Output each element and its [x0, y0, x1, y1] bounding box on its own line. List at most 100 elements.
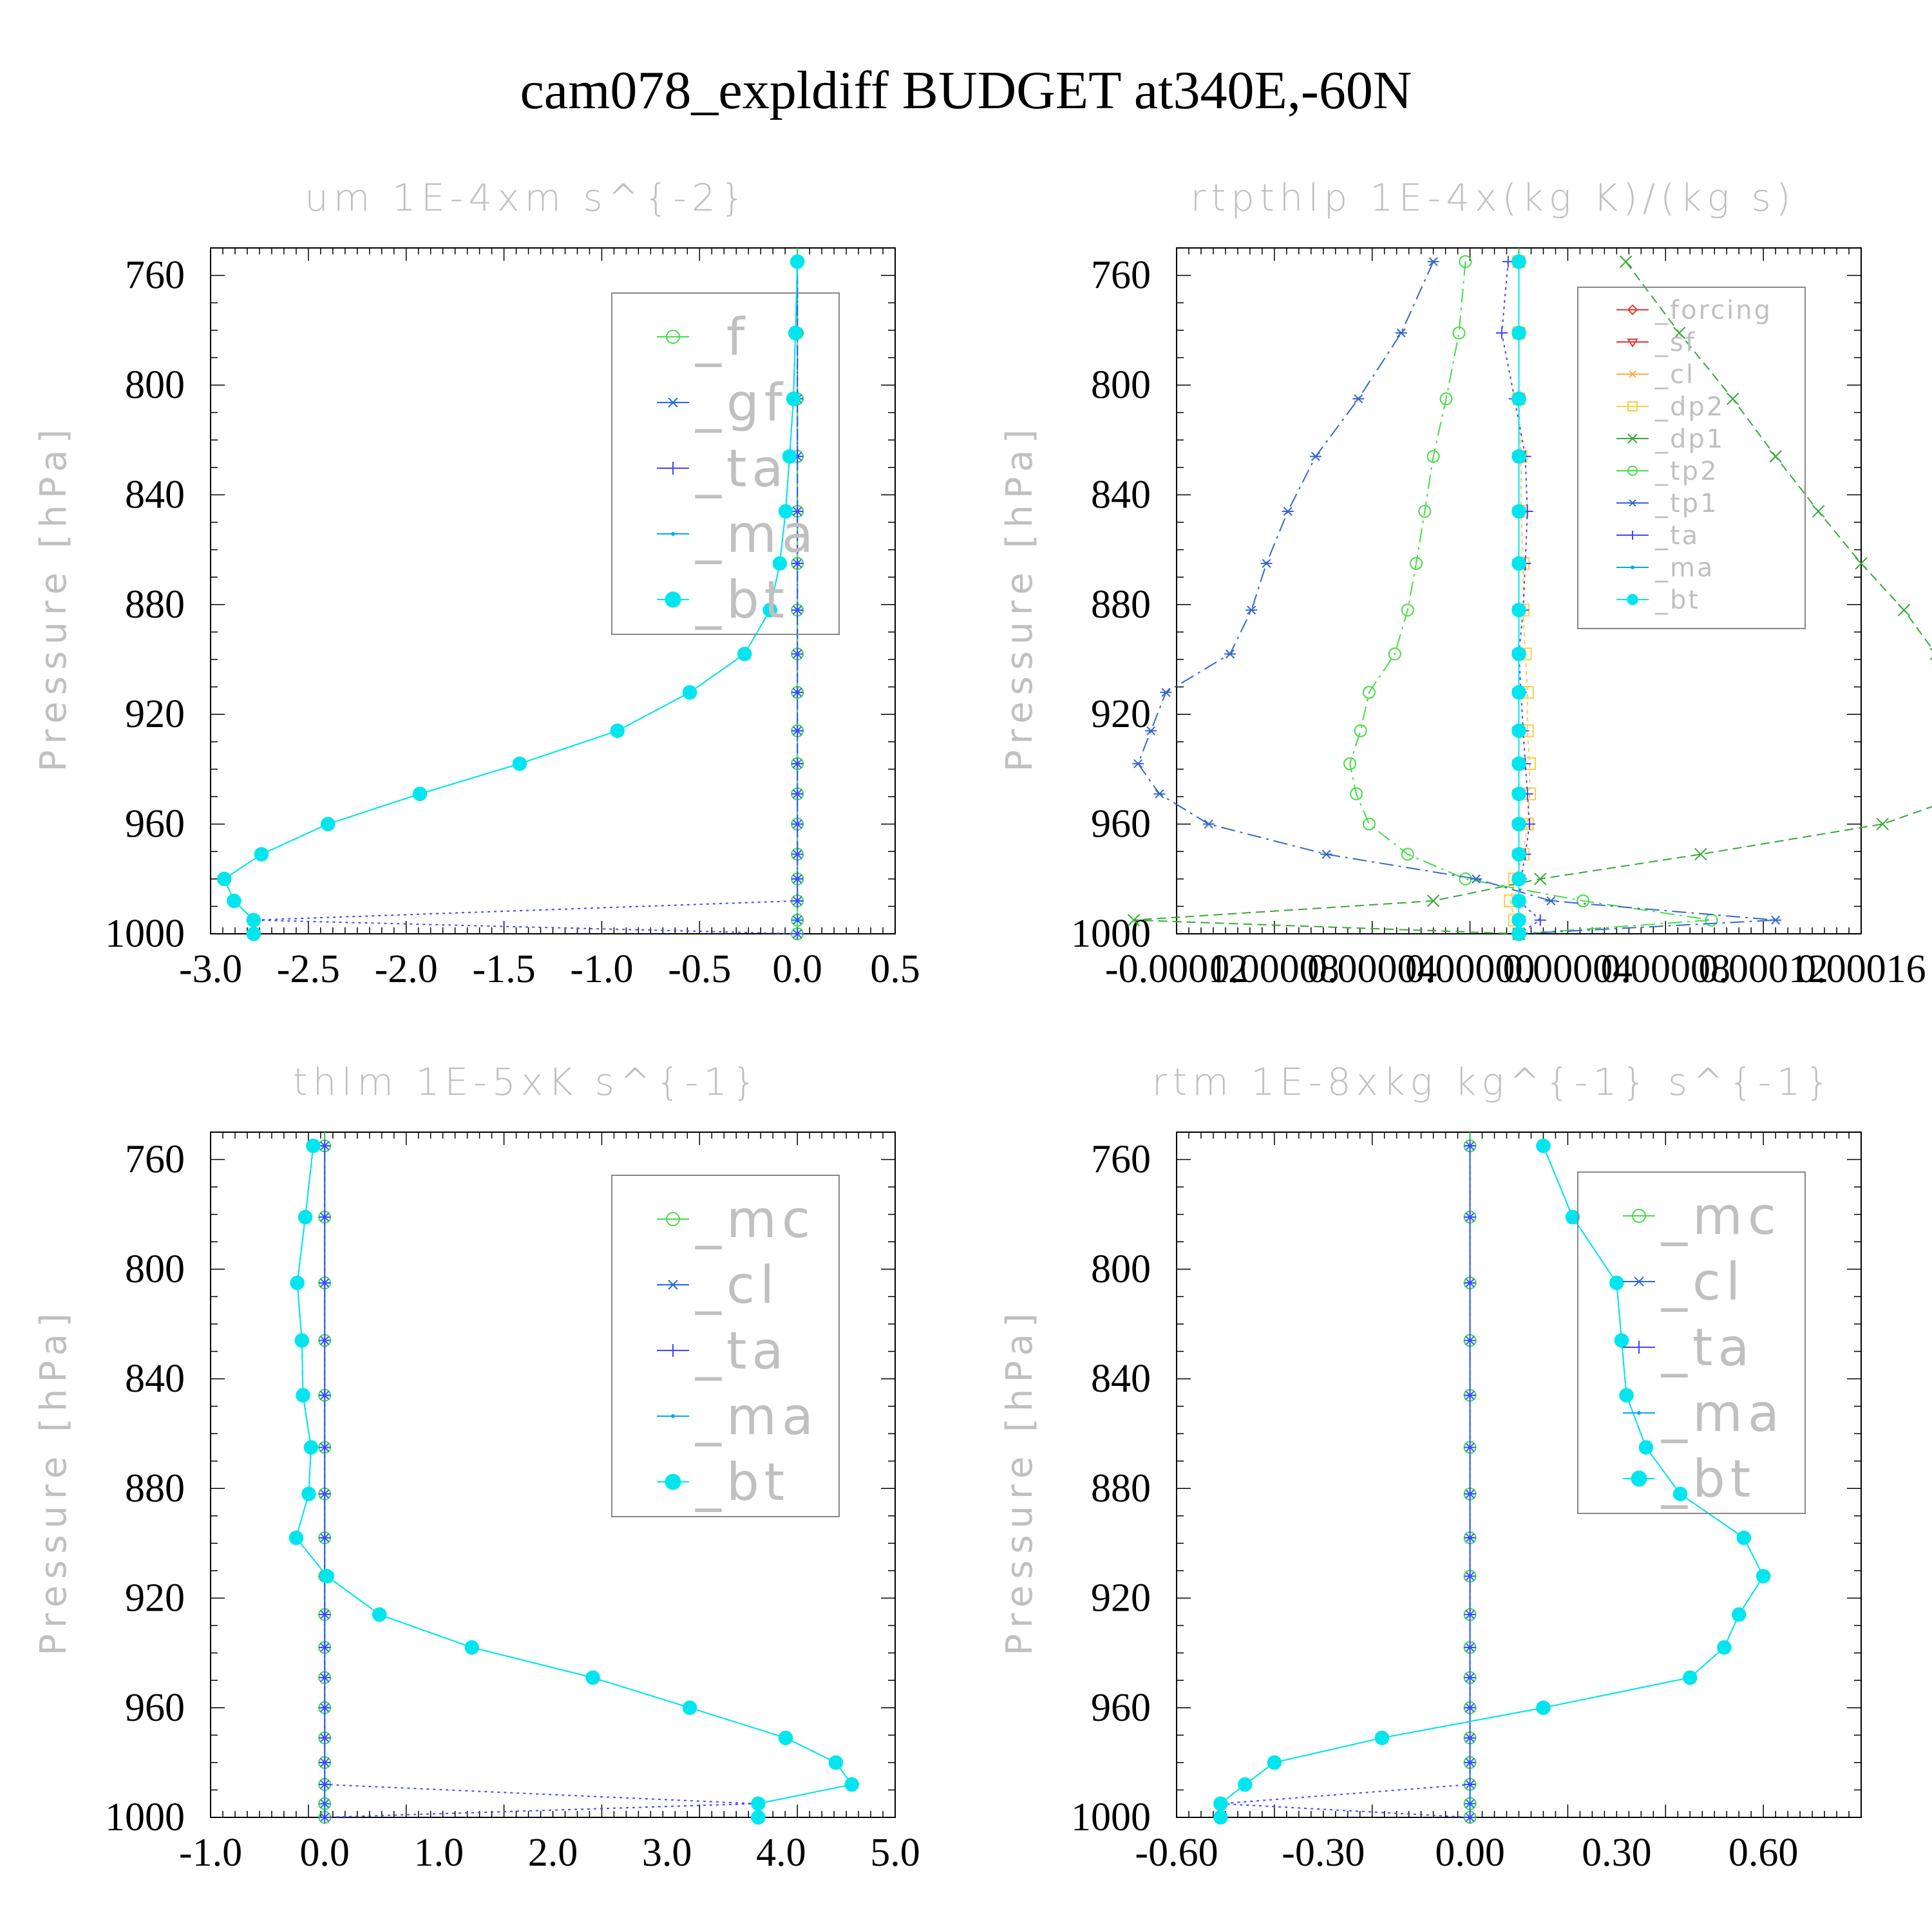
y-tick-label: 800 — [1091, 1247, 1151, 1291]
data-point — [844, 1777, 859, 1792]
series-bt — [1213, 1139, 1771, 1825]
legend-marker — [1631, 1470, 1647, 1487]
x-tick-label: 2.0 — [528, 1831, 578, 1875]
legend-label: _ta — [1661, 1318, 1754, 1378]
data-point — [1464, 1701, 1476, 1714]
x-tick-label: 0.00008 — [1209, 947, 1340, 991]
data-point — [1565, 1209, 1580, 1225]
y-tick-label: 840 — [125, 1357, 185, 1401]
data-point — [788, 325, 803, 341]
data-point — [1614, 1333, 1629, 1348]
data-point — [1511, 556, 1526, 571]
data-point — [778, 504, 793, 519]
y-tick-label: 960 — [1091, 802, 1151, 846]
data-point — [1464, 1140, 1476, 1152]
data-point — [1756, 1569, 1771, 1584]
x-tick-label: 1.0 — [414, 1831, 464, 1875]
data-point — [1145, 726, 1157, 735]
legend-label: _gf — [695, 373, 788, 433]
y-tick-label: 760 — [1091, 254, 1151, 298]
data-point — [296, 1388, 310, 1403]
data-point — [1511, 325, 1526, 341]
data-point — [1350, 787, 1363, 800]
data-point — [319, 1812, 331, 1823]
data-point — [585, 1670, 600, 1685]
panel-3: thlm 1E-5xK s^{-1} Pressure [hPa] 760 800 84… — [33, 1060, 920, 1875]
data-point — [319, 1642, 331, 1654]
y-tick-label: 920 — [125, 1577, 185, 1620]
data-point — [1464, 1531, 1476, 1544]
data-point — [791, 724, 804, 737]
y-tick-label: 800 — [125, 1247, 185, 1291]
data-point — [1410, 556, 1423, 570]
data-point — [1511, 871, 1526, 887]
series-ta — [1495, 256, 1546, 940]
data-point — [1511, 817, 1526, 831]
legend-marker — [1631, 565, 1634, 569]
data-point — [1464, 1334, 1476, 1347]
data-point — [319, 1140, 331, 1152]
legend-label: _ma — [695, 1387, 819, 1446]
x-tick-label: -1.0 — [570, 947, 633, 991]
data-point — [791, 873, 804, 885]
data-point — [1352, 394, 1365, 404]
legend-label: _bt — [695, 1452, 790, 1512]
data-point — [1464, 1389, 1476, 1401]
data-point — [1876, 817, 1889, 831]
legend-label: _mc — [1661, 1186, 1781, 1246]
data-point — [319, 1441, 331, 1454]
data-point — [1418, 504, 1432, 518]
series-bt — [217, 254, 805, 942]
y-axis-label: Pressure [hPa] — [33, 423, 75, 772]
data-point — [828, 1755, 844, 1770]
series-dp2 — [1504, 255, 1537, 940]
data-point — [319, 1701, 331, 1714]
data-point — [1534, 914, 1546, 926]
y-tick-label: 880 — [125, 1466, 185, 1510]
x-tick-label: -0.60 — [1135, 1831, 1218, 1875]
data-point — [1320, 849, 1332, 859]
series-tp1 — [1132, 257, 1782, 939]
data-point — [1511, 647, 1526, 661]
data-point — [1511, 254, 1526, 269]
data-point — [306, 1139, 321, 1153]
x-tick-label: 0.00016 — [1796, 947, 1926, 991]
legend-marker — [665, 1473, 681, 1490]
data-point — [1224, 649, 1236, 659]
legend-marker — [1627, 401, 1638, 412]
data-point — [1426, 895, 1440, 907]
data-point — [1439, 392, 1453, 406]
data-point — [1511, 504, 1526, 519]
data-point — [303, 1440, 319, 1455]
data-point — [1362, 686, 1376, 699]
panel-title: thlm 1E-5xK s^{-1} — [293, 1060, 761, 1104]
legend-label: _bt — [1661, 1449, 1756, 1509]
legend-label: _tp1 — [1654, 489, 1719, 518]
y-tick-label: 1000 — [105, 1795, 185, 1839]
data-point — [289, 1530, 304, 1546]
data-point — [782, 449, 797, 464]
y-tick-label: 800 — [1091, 363, 1151, 407]
data-point — [1736, 1530, 1752, 1546]
data-point — [1388, 647, 1401, 661]
data-point — [1511, 756, 1526, 772]
data-point — [610, 723, 625, 739]
data-point — [319, 1277, 331, 1289]
y-axis-label: Pressure [hPa] — [999, 423, 1041, 772]
data-point — [1638, 1440, 1654, 1455]
data-point — [1362, 817, 1376, 831]
data-point — [1770, 915, 1782, 925]
legend-label: _cl — [695, 1255, 779, 1315]
data-point — [791, 557, 804, 569]
x-tick-label: -3.0 — [179, 947, 242, 991]
data-point — [301, 1486, 316, 1502]
data-point — [1897, 603, 1911, 617]
series-line — [1220, 1146, 1471, 1818]
x-tick-label: -2.5 — [277, 947, 340, 991]
data-point — [1354, 724, 1367, 737]
y-axis-label: Pressure [hPa] — [999, 1307, 1041, 1656]
legend-marker — [1632, 1209, 1646, 1223]
data-point — [227, 893, 242, 909]
series-line — [324, 1146, 756, 1818]
data-point — [319, 1488, 331, 1500]
